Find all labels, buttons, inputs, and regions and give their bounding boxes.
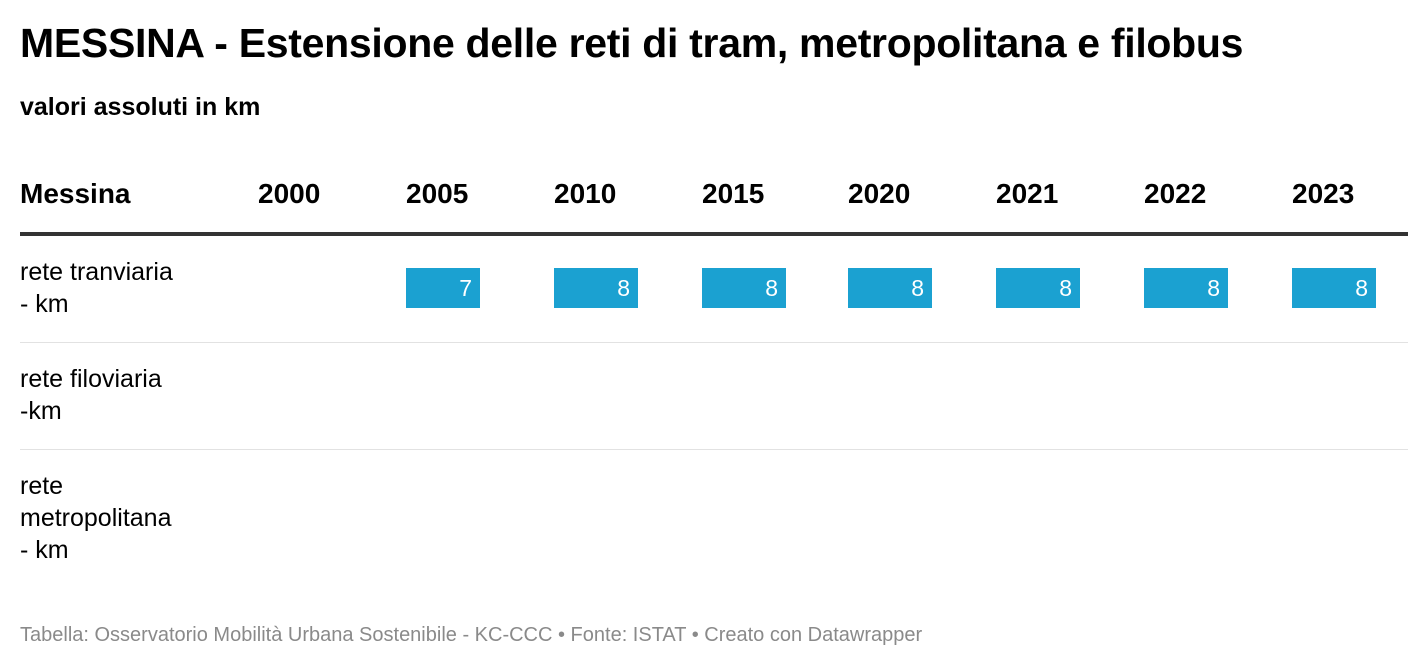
bar-2005: 7 bbox=[406, 268, 480, 308]
data-table: Messina 2000 2005 2010 2015 2020 2021 2022 2023 … bbox=[20, 160, 1408, 590]
bar-value-label: 7 bbox=[459, 275, 472, 301]
header-year-2015: 2015 bbox=[702, 178, 765, 209]
bar-2023: 8 bbox=[1292, 268, 1376, 308]
header-year-2021: 2021 bbox=[996, 178, 1059, 209]
chart-subtitle: valori assoluti in km bbox=[20, 93, 261, 121]
table-row: rete metropolitana - km bbox=[20, 450, 1408, 590]
chart-title: MESSINA - Estensione delle reti di tram,… bbox=[20, 20, 1244, 66]
bar-value-label: 8 bbox=[1207, 275, 1220, 301]
header-year-2000: 2000 bbox=[258, 178, 321, 209]
table-row: rete tranviaria - km 7 8 8 8 8 8 8 bbox=[20, 236, 1408, 343]
bar-2020: 8 bbox=[848, 268, 932, 308]
table-row: rete filoviaria -km bbox=[20, 343, 1408, 450]
bar-value-label: 8 bbox=[765, 275, 778, 301]
bar-2022: 8 bbox=[1144, 268, 1228, 308]
table-header-row: Messina 2000 2005 2010 2015 2020 2021 2022 2023 bbox=[20, 160, 1408, 236]
header-year-2005: 2005 bbox=[406, 178, 469, 209]
bar-2010: 8 bbox=[554, 268, 638, 308]
header-year-2023: 2023 bbox=[1292, 178, 1355, 209]
bar-2015: 8 bbox=[702, 268, 786, 308]
bar-value-label: 8 bbox=[911, 275, 924, 301]
header-year-2010: 2010 bbox=[554, 178, 617, 209]
row-label: rete metropolitana - km bbox=[20, 472, 172, 564]
row-label: rete tranviaria - km bbox=[20, 258, 173, 318]
bar-value-label: 8 bbox=[1059, 275, 1072, 301]
bar-2021: 8 bbox=[996, 268, 1080, 308]
table-body: rete tranviaria - km 7 8 8 8 8 8 8 rete filoviar… bbox=[20, 236, 1408, 590]
bar-value-label: 8 bbox=[617, 275, 630, 301]
row-label: rete filoviaria -km bbox=[20, 365, 162, 425]
header-year-2020: 2020 bbox=[848, 178, 911, 209]
source-footer: Tabella: Osservatorio Mobilità Urbana So… bbox=[20, 624, 923, 646]
header-row-label: Messina bbox=[20, 178, 131, 209]
bar-value-label: 8 bbox=[1355, 275, 1368, 301]
header-year-2022: 2022 bbox=[1144, 178, 1207, 209]
